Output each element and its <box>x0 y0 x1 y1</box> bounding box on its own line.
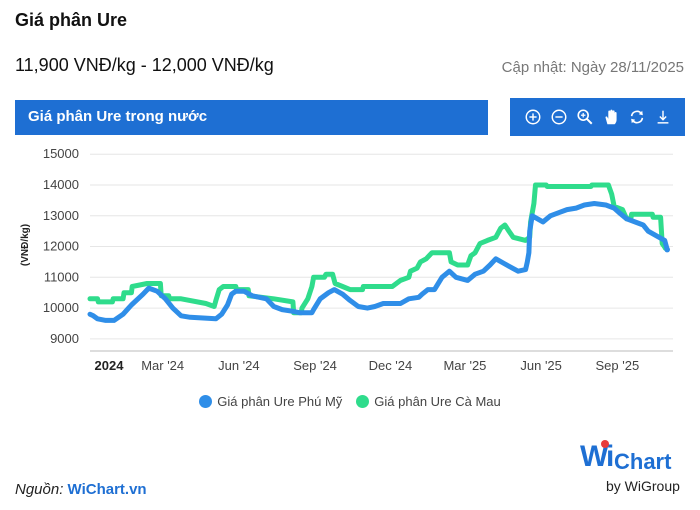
logo-dot <box>601 440 609 448</box>
x-tick-label: Mar '25 <box>443 358 486 373</box>
chart-axes: 9000 10000 11000 12000 13000 14000 15000 (VNĐ/k… <box>20 146 673 373</box>
x-tick-label: Jun '24 <box>218 358 260 373</box>
series-line-ca-mau <box>87 182 668 316</box>
legend-dot-phu-my <box>199 395 213 408</box>
legend-item-phu-my[interactable]: Giá phân Ure Phú Mỹ <box>199 394 342 409</box>
chart-legend: Giá phân Ure Phú Mỹ Giá phân Ure Cà Mau <box>0 394 700 409</box>
logo-chart-text: Chart <box>614 449 672 474</box>
legend-label-phu-my: Giá phân Ure Phú Mỹ <box>217 394 343 409</box>
y-tick-label: 11000 <box>44 269 79 284</box>
price-range: 11,900 VNĐ/kg - 12,000 VNĐ/kg <box>15 55 274 75</box>
legend-label-ca-mau: Giá phân Ure Cà Mau <box>374 394 501 409</box>
series-line-phu-my <box>87 201 670 323</box>
download-icon[interactable] <box>653 107 673 127</box>
y-tick-label: 9000 <box>50 331 79 346</box>
x-tick-label: Sep '25 <box>595 358 639 373</box>
update-date: Cập nhật: Ngày 28/11/2025 <box>501 59 684 76</box>
x-tick-label: Mar '24 <box>141 358 184 373</box>
chart-grid <box>90 153 673 340</box>
chart-toolbar <box>510 98 685 136</box>
logo-byline: by WiGroup <box>606 478 680 494</box>
legend-item-ca-mau[interactable]: Giá phân Ure Cà Mau <box>356 394 501 409</box>
y-tick-label: 15000 <box>43 146 79 161</box>
y-tick-label: 13000 <box>43 208 79 223</box>
y-tick-label: 10000 <box>43 300 79 315</box>
y-tick-label: 12000 <box>43 239 79 254</box>
x-tick-label: 2024 <box>95 358 125 373</box>
legend-dot-ca-mau <box>356 395 370 408</box>
x-tick-label: Sep '24 <box>293 358 337 373</box>
zoom-out-icon[interactable] <box>549 107 569 127</box>
source-link[interactable]: WiChart.vn <box>67 481 147 498</box>
y-axis-label: (VNĐ/kg) <box>20 224 31 266</box>
x-tick-label: Jun '25 <box>520 358 562 373</box>
source-note: Nguồn: WiChart.vn <box>15 481 147 498</box>
source-prefix: Nguồn: <box>15 481 68 498</box>
reset-icon[interactable] <box>627 107 647 127</box>
chart-section-title: Giá phân Ure trong nước <box>15 100 488 135</box>
price-line-chart: 9000 10000 11000 12000 13000 14000 15000 (VNĐ/k… <box>20 146 673 373</box>
series-end-point <box>664 246 671 253</box>
y-tick-label: 14000 <box>43 177 79 192</box>
x-tick-label: Dec '24 <box>369 358 413 373</box>
wichart-logo: Wi Chart by WiGroup <box>580 440 688 496</box>
page-title: Giá phân Ure <box>15 10 128 30</box>
pan-hand-icon[interactable] <box>601 107 621 127</box>
chart-series <box>87 182 671 323</box>
zoom-in-icon[interactable] <box>523 107 543 127</box>
magnify-icon[interactable] <box>575 107 595 127</box>
